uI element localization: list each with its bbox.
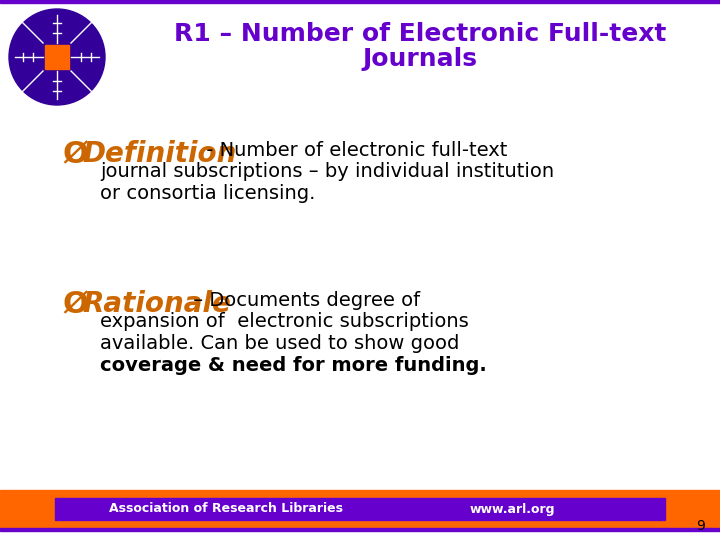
Text: – Documents degree of: – Documents degree of — [187, 291, 420, 310]
Text: Definition: Definition — [82, 140, 236, 168]
Text: - Number of electronic full-text: - Number of electronic full-text — [200, 141, 508, 160]
Bar — [0, 0, 720, 3]
Text: Association of Research Libraries: Association of Research Libraries — [109, 503, 343, 516]
Bar — [0, 528, 720, 531]
Text: available. Can be used to show good: available. Can be used to show good — [100, 334, 459, 353]
Bar — [55, 498, 665, 520]
Text: 9: 9 — [696, 519, 705, 533]
Text: R1 – Number of Electronic Full-text: R1 – Number of Electronic Full-text — [174, 22, 666, 46]
Text: Rationale: Rationale — [82, 290, 231, 318]
Text: coverage & need for more funding.: coverage & need for more funding. — [100, 356, 487, 375]
Text: or consortia licensing.: or consortia licensing. — [100, 184, 315, 203]
Text: journal subscriptions – by individual institution: journal subscriptions – by individual in… — [100, 162, 554, 181]
Text: expansion of  electronic subscriptions: expansion of electronic subscriptions — [100, 312, 469, 331]
Bar — [45, 45, 69, 69]
Text: www.arl.org: www.arl.org — [469, 503, 555, 516]
Text: Ø: Ø — [62, 140, 88, 169]
Bar — [0, 490, 720, 528]
Circle shape — [9, 9, 105, 105]
Text: Ø: Ø — [62, 290, 88, 319]
Text: Journals: Journals — [362, 47, 477, 71]
